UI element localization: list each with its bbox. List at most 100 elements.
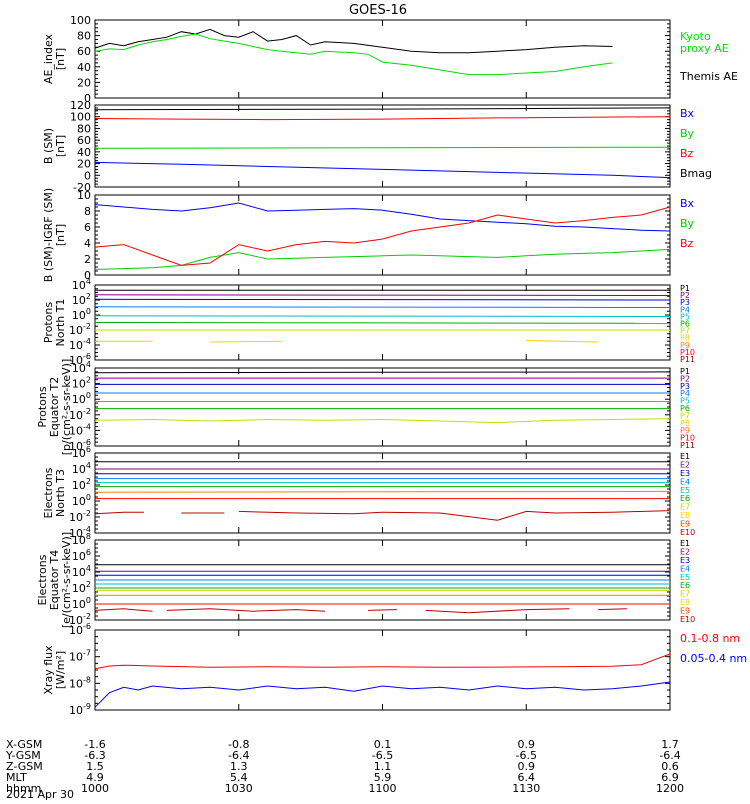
panel-frame — [94, 367, 671, 447]
y-tick-label: 40 — [77, 61, 91, 74]
legend-entry: P5 — [680, 397, 690, 406]
y-tick-label: 10-4 — [69, 337, 91, 352]
legend-entry: Bz — [680, 147, 694, 160]
axis-tick-value: -6.3 — [84, 749, 105, 762]
y-tick-label: 104 — [72, 461, 91, 476]
axis-tick-value: -6.4 — [659, 749, 680, 762]
axis-tick-value: 1030 — [225, 782, 253, 795]
y-tick-label: 104 — [72, 360, 91, 375]
legend-entry: E4 — [680, 564, 690, 573]
series-line — [94, 33, 613, 76]
y-axis-label: North T1 — [54, 299, 67, 347]
legend-entry: E8 — [680, 511, 690, 520]
series-line — [238, 510, 671, 521]
y-tick-label: 10-7 — [69, 649, 91, 664]
legend-entry: P10 — [680, 434, 695, 443]
axis-row-label: X-GSM — [6, 738, 42, 751]
axis-tick-value: 6.9 — [661, 771, 679, 784]
series-line — [94, 161, 671, 179]
panel-frame — [94, 629, 671, 711]
series-line — [526, 340, 599, 343]
y-tick-label: 6 — [84, 221, 91, 234]
series-line — [166, 608, 326, 612]
y-tick-label: 10 — [77, 189, 91, 202]
y-tick-label: 10-9 — [69, 702, 91, 717]
series-line — [94, 511, 144, 515]
y-axis-label: Xray flux — [42, 645, 55, 695]
legend-entry: Themis AE — [679, 70, 738, 83]
legend-entry: By — [680, 127, 695, 140]
axis-tick-value: 4.9 — [86, 771, 104, 784]
legend-entry: P2 — [680, 291, 690, 300]
y-tick-label: 80 — [77, 30, 91, 43]
legend-entry: P8 — [680, 419, 690, 428]
plot-title: GOES-16 — [349, 3, 407, 18]
axis-tick-value: 6.4 — [518, 771, 536, 784]
legend-entry: E9 — [680, 607, 690, 616]
y-tick-label: 2 — [84, 253, 91, 266]
series-line — [94, 202, 671, 232]
y-axis-label: [e/(cm²-s-sr-keV)] — [60, 532, 73, 628]
axis-tick-value: 0.9 — [518, 760, 536, 773]
axis-tick-value: 0.9 — [518, 738, 536, 751]
legend-entry: By — [680, 217, 695, 230]
panel-3: 0 2 4 6 8 10 B (SM)-IGRF (SM) [nT] Bx By Bz — [42, 188, 695, 282]
legend-entry: E5 — [680, 486, 690, 495]
legend-entry: P2 — [680, 374, 690, 383]
y-tick-label: 10-4 — [69, 422, 91, 437]
y-axis-label: [nT] — [54, 48, 67, 70]
y-tick-label: 10-2 — [69, 322, 91, 337]
legend-entry: E1 — [680, 539, 690, 548]
legend-entry: Bz — [680, 237, 694, 250]
series-line — [94, 608, 153, 612]
y-tick-label: 100 — [70, 111, 91, 124]
y-axis-label: Electrons — [36, 554, 49, 605]
legend-entry: P10 — [680, 348, 695, 357]
legend-entry: P6 — [680, 404, 690, 413]
axis-tick-value: -6.4 — [228, 749, 249, 762]
y-tick-label: 10-8 — [69, 675, 91, 690]
y-tick-label: 100 — [72, 307, 91, 322]
axis-row-label: Z-GSM — [6, 760, 43, 773]
y-tick-label: 10-4 — [69, 525, 91, 540]
legend-entry: P11 — [680, 441, 695, 450]
axis-tick-value: 1.5 — [86, 760, 104, 773]
series-line — [94, 206, 671, 266]
legend-entry: Kyoto — [680, 30, 711, 43]
axis-tick-value: 0.6 — [661, 760, 679, 773]
y-axis-label: B (SM) — [42, 128, 55, 164]
legend-entry: P3 — [680, 298, 690, 307]
panel-frame — [94, 452, 671, 534]
series-line — [94, 294, 671, 296]
axis-tick-value: 1.3 — [230, 760, 248, 773]
axis-tick-value: -0.8 — [228, 738, 249, 751]
series-line — [209, 340, 282, 343]
y-tick-label: 0 — [84, 92, 91, 105]
legend-entry: P7 — [680, 411, 690, 420]
y-axis-label: Equator T2 — [48, 377, 61, 437]
legend-entry: P3 — [680, 382, 690, 391]
series-line — [94, 490, 671, 493]
y-tick-label: 102 — [72, 376, 91, 391]
series-line — [94, 418, 671, 424]
axis-tick-value: 0.1 — [374, 738, 392, 751]
series-line — [94, 315, 671, 317]
axis-row-label: MLT — [6, 771, 27, 784]
y-axis-label: Electrons — [42, 467, 55, 518]
series-line — [94, 371, 671, 374]
y-tick-label: 106 — [72, 445, 91, 460]
axis-tick-value: -1.6 — [84, 738, 105, 751]
y-tick-label: 0 — [84, 169, 91, 182]
legend-entry: P11 — [680, 355, 695, 364]
axis-row-label: hhmm — [6, 782, 41, 795]
y-axis-label: Equator T4 — [48, 550, 61, 610]
legend-entry: E6 — [680, 581, 690, 590]
axis-tick-value: -6.5 — [372, 749, 393, 762]
y-axis-label: [p/(cm²-s-sr-keV)] — [60, 359, 73, 456]
y-tick-label: 40 — [77, 146, 91, 159]
legend-entry: P1 — [680, 367, 690, 376]
date-label: 2021 Apr 30 — [6, 788, 74, 800]
